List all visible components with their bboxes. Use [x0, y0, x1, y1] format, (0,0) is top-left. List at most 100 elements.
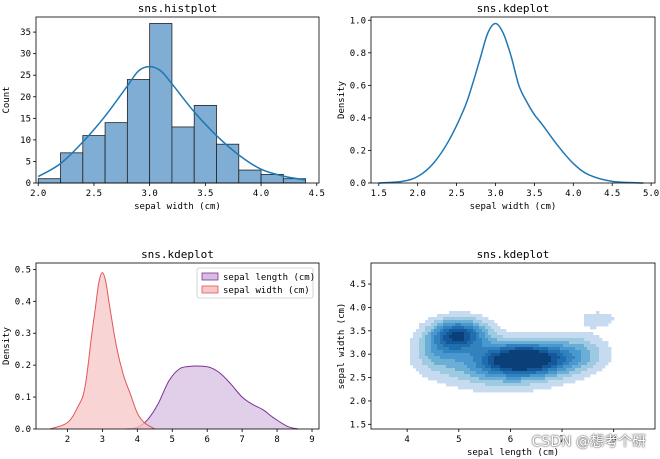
contour-cell: [455, 374, 459, 378]
contour-cell: [467, 350, 471, 354]
contour-cell: [518, 386, 522, 390]
contour-cell: [410, 356, 414, 360]
contour-cell: [461, 326, 465, 330]
contour-cell: [431, 359, 435, 363]
contour-cell: [440, 329, 444, 333]
contour-cell: [539, 332, 543, 336]
contour-cell: [491, 353, 495, 357]
contour-cell: [560, 377, 564, 381]
contour-cell: [425, 320, 429, 324]
contour-cell: [512, 368, 516, 372]
contour-cell: [563, 371, 567, 375]
contour-cell: [569, 338, 573, 342]
contour-cell: [467, 371, 471, 375]
contour-cell: [539, 353, 543, 357]
contour-cell: [461, 335, 465, 339]
contour-cell: [413, 350, 417, 354]
legend-swatch: [201, 285, 219, 294]
histogram-bar: [37, 178, 61, 184]
contour-cell: [590, 320, 594, 324]
contour-cell: [515, 338, 519, 342]
contour-cell: [539, 359, 543, 363]
contour-cell: [413, 332, 417, 336]
contour-cell: [563, 359, 567, 363]
contour-cell: [593, 347, 597, 351]
contour-cell: [410, 350, 414, 354]
contour-cell: [518, 350, 522, 354]
contour-cell: [518, 377, 522, 381]
contour-cell: [416, 350, 420, 354]
contour-cell: [575, 365, 579, 369]
contour-cell: [458, 335, 462, 339]
contour-cell: [545, 386, 549, 390]
contour-cell: [536, 368, 540, 372]
contour-cell: [542, 377, 546, 381]
contour-cell: [434, 368, 438, 372]
contour-cell: [599, 323, 603, 327]
contour-cell: [587, 341, 591, 345]
contour-cell: [566, 362, 570, 366]
contour-cell: [512, 389, 516, 393]
contour-cell: [479, 320, 483, 324]
contour-cell: [521, 380, 525, 384]
contour-cell: [452, 353, 456, 357]
contour-cell: [470, 380, 474, 384]
contour-cell: [470, 317, 474, 321]
contour-cell: [482, 347, 486, 351]
y-tick-label: 3.0: [350, 350, 366, 360]
contour-cell: [554, 356, 558, 360]
contour-cell: [488, 380, 492, 384]
contour-cell: [482, 356, 486, 360]
y-tick-label: 3.5: [350, 327, 366, 337]
contour-cell: [536, 359, 540, 363]
contour-cell: [446, 347, 450, 351]
contour-cell: [527, 362, 531, 366]
contour-cell: [479, 353, 483, 357]
contour-cell: [482, 320, 486, 324]
contour-cell: [491, 338, 495, 342]
contour-cell: [542, 335, 546, 339]
contour-cell: [557, 374, 561, 378]
contour-cell: [473, 377, 477, 381]
contour-cell: [506, 380, 510, 384]
contour-cell: [500, 374, 504, 378]
contour-cell: [440, 317, 444, 321]
contour-cell: [434, 320, 438, 324]
contour-cell: [608, 317, 612, 321]
contour-cell: [515, 350, 519, 354]
x-tick-label: 4.5: [604, 189, 620, 199]
contour-cell: [425, 350, 429, 354]
contour-cell: [500, 365, 504, 369]
contour-cell: [596, 368, 600, 372]
contour-cell: [461, 380, 465, 384]
x-tick-label: 1.5: [371, 189, 387, 199]
contour-cell: [494, 326, 498, 330]
contour-cell: [446, 383, 450, 387]
contour-cell: [416, 359, 420, 363]
contour-cell: [593, 341, 597, 345]
contour-cell: [527, 374, 531, 378]
contour-cell: [446, 362, 450, 366]
contour-cell: [470, 320, 474, 324]
contour-cell: [599, 362, 603, 366]
contour-cell: [551, 359, 555, 363]
contour-cell: [422, 350, 426, 354]
contour-cell: [446, 377, 450, 381]
contour-cell: [518, 359, 522, 363]
contour-cell: [428, 368, 432, 372]
contour-cell: [497, 377, 501, 381]
contour-cell: [503, 362, 507, 366]
contour-cell: [494, 341, 498, 345]
contour-cell: [494, 389, 498, 393]
contour-cell: [446, 320, 450, 324]
contour-cell: [509, 365, 513, 369]
contour-cell: [512, 359, 516, 363]
contour-cell: [557, 362, 561, 366]
contour-cell: [563, 344, 567, 348]
contour-cell: [503, 335, 507, 339]
y-axis-label: Density: [2, 326, 12, 365]
contour-cell: [557, 371, 561, 375]
contour-cell: [482, 350, 486, 354]
contour-cell: [539, 380, 543, 384]
contour-cell: [497, 335, 501, 339]
